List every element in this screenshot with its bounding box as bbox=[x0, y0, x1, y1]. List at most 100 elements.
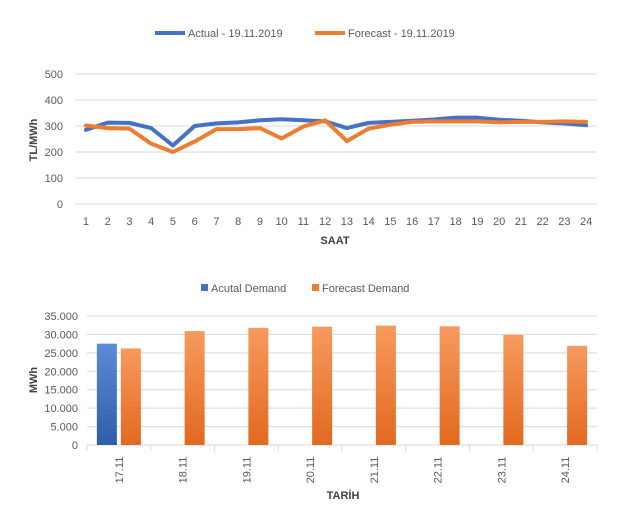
line-point-actual bbox=[84, 128, 88, 132]
bar-chart-x-tick-label: 21.11 bbox=[369, 457, 381, 484]
line-point-actual bbox=[345, 126, 349, 130]
legend-label-forecast-demand: Forecast Demand bbox=[322, 283, 409, 295]
line-point-forecast bbox=[410, 120, 414, 124]
bar-chart-x-tick-label: 17.11 bbox=[114, 457, 126, 484]
bar-chart-x-tick-label: 22.11 bbox=[433, 457, 445, 484]
line-point-forecast bbox=[475, 119, 479, 123]
line-chart-x-tick-label: 11 bbox=[298, 216, 309, 228]
line-point-forecast bbox=[541, 120, 545, 124]
line-series-actual bbox=[83, 115, 589, 148]
line-point-forecast bbox=[193, 140, 197, 144]
line-chart-y-axis-title: TL/MWh bbox=[28, 118, 40, 161]
line-chart-x-tick-label: 10 bbox=[276, 216, 288, 228]
bar-chart-y-tick-label: 15.000 bbox=[44, 385, 78, 397]
line-point-forecast bbox=[149, 142, 153, 146]
line-chart-x-tick-label: 23 bbox=[558, 216, 570, 228]
line-point-actual bbox=[475, 116, 479, 120]
bar-forecast-demand bbox=[375, 325, 396, 445]
line-point-actual bbox=[106, 121, 110, 125]
line-chart-y-tick-label: 0 bbox=[57, 199, 63, 211]
legend-label-actual-demand: Acutal Demand bbox=[211, 283, 286, 295]
line-chart-x-tick-label: 13 bbox=[341, 216, 353, 228]
bar-chart-x-ticks: 17.11 18.11 19.11 20.11 21.11 22.11 23.11 24.11 bbox=[114, 457, 572, 484]
line-chart-x-tick-label: 2 bbox=[105, 216, 111, 228]
line-chart-x-tick-label: 12 bbox=[319, 216, 331, 228]
legend-label-actual: Actual - 19.11.2019 bbox=[188, 28, 283, 40]
line-point-actual bbox=[454, 116, 458, 120]
bar-chart-x-tick-label: 24.11 bbox=[560, 457, 572, 484]
bar-chart-x-tick-label: 18.11 bbox=[178, 457, 190, 484]
line-chart-y-tick-label: 300 bbox=[45, 121, 63, 133]
bar-chart-y-tick-label: 0 bbox=[72, 440, 78, 452]
legend-label-forecast: Forecast - 19.11.2019 bbox=[348, 28, 455, 40]
line-point-forecast bbox=[388, 123, 392, 127]
line-point-actual bbox=[149, 126, 153, 130]
bar-forecast-demand bbox=[567, 345, 588, 445]
bar-chart-y-tick-label: 10.000 bbox=[44, 403, 78, 415]
line-point-forecast bbox=[454, 119, 458, 123]
line-chart-y-tick-label: 400 bbox=[45, 95, 63, 107]
line-chart-x-tick-label: 19 bbox=[471, 216, 483, 228]
line-chart-y-tick-label: 200 bbox=[45, 147, 63, 159]
line-chart: Actual - 19.11.2019 Forecast - 19.11.201… bbox=[28, 28, 597, 247]
line-point-forecast bbox=[280, 136, 284, 140]
bar-chart-y-tick-label: 30.000 bbox=[44, 329, 78, 341]
line-point-actual bbox=[214, 121, 218, 125]
legend-swatch-actual-demand bbox=[201, 284, 208, 291]
line-point-forecast bbox=[106, 126, 110, 130]
line-chart-x-ticks: 1 2 3 4 5 6 7 8 9 10 11 12 13 14 15 16 17 18 19 20 21 22 23 24 bbox=[83, 216, 592, 228]
line-point-actual bbox=[584, 123, 588, 127]
line-point-forecast bbox=[519, 120, 523, 124]
bar-chart-y-tick-label: 5.000 bbox=[50, 422, 78, 434]
line-chart-x-tick-label: 16 bbox=[406, 216, 418, 228]
line-point-forecast bbox=[562, 119, 566, 123]
line-chart-gridlines bbox=[75, 73, 597, 205]
line-chart-x-tick-label: 14 bbox=[363, 216, 375, 228]
line-point-forecast bbox=[301, 125, 305, 129]
line-chart-x-axis-title: SAAT bbox=[320, 235, 349, 247]
bar-actual-demand bbox=[96, 343, 117, 445]
bar-chart-y-tick-label: 20.000 bbox=[44, 366, 78, 378]
bar-chart-x-axis-title: TARİH bbox=[327, 489, 360, 502]
bar-chart-legend: Acutal Demand Forecast Demand bbox=[201, 283, 409, 295]
line-chart-x-tick-label: 8 bbox=[235, 216, 241, 228]
line-point-forecast bbox=[345, 139, 349, 143]
line-chart-x-tick-label: 7 bbox=[213, 216, 219, 228]
line-chart-x-tick-label: 5 bbox=[170, 216, 176, 228]
line-point-actual bbox=[193, 124, 197, 128]
line-point-forecast bbox=[258, 126, 262, 130]
bar-chart-y-axis-title: MWh bbox=[28, 367, 40, 394]
line-point-forecast bbox=[432, 119, 436, 123]
line-chart-legend: Actual - 19.11.2019 Forecast - 19.11.201… bbox=[155, 28, 455, 40]
line-chart-x-tick-label: 17 bbox=[428, 216, 440, 228]
line-chart-y-tick-label: 100 bbox=[45, 173, 63, 185]
bar-chart-x-tick-label: 19.11 bbox=[241, 457, 253, 484]
line-point-forecast bbox=[497, 120, 501, 124]
line-chart-y-tick-label: 500 bbox=[45, 69, 63, 81]
line-chart-x-tick-label: 1 bbox=[83, 216, 89, 228]
line-chart-x-tick-label: 20 bbox=[493, 216, 505, 228]
line-point-forecast bbox=[84, 123, 88, 127]
line-point-actual bbox=[280, 117, 284, 121]
line-chart-x-tick-label: 3 bbox=[126, 216, 132, 228]
line-point-forecast bbox=[367, 127, 371, 131]
bar-chart-x-tick-label: 20.11 bbox=[305, 457, 317, 484]
bar-chart-y-tick-label: 25.000 bbox=[44, 348, 78, 360]
line-point-forecast bbox=[236, 127, 240, 131]
line-chart-x-tick-label: 21 bbox=[515, 216, 527, 228]
line-point-actual bbox=[236, 120, 240, 124]
bar-forecast-demand bbox=[120, 348, 141, 445]
line-chart-x-tick-label: 18 bbox=[450, 216, 462, 228]
line-point-forecast bbox=[171, 150, 175, 154]
line-chart-x-tick-label: 9 bbox=[257, 216, 263, 228]
line-point-forecast bbox=[323, 118, 327, 122]
bar-forecast-demand bbox=[312, 326, 333, 445]
line-chart-x-tick-label: 6 bbox=[192, 216, 198, 228]
bar-chart-x-tick-label: 23.11 bbox=[496, 457, 508, 484]
line-series-forecast bbox=[83, 118, 589, 154]
line-point-actual bbox=[171, 144, 175, 147]
line-point-actual bbox=[127, 121, 131, 125]
line-chart-x-tick-label: 24 bbox=[580, 216, 592, 228]
bar-forecast-demand bbox=[184, 331, 205, 445]
